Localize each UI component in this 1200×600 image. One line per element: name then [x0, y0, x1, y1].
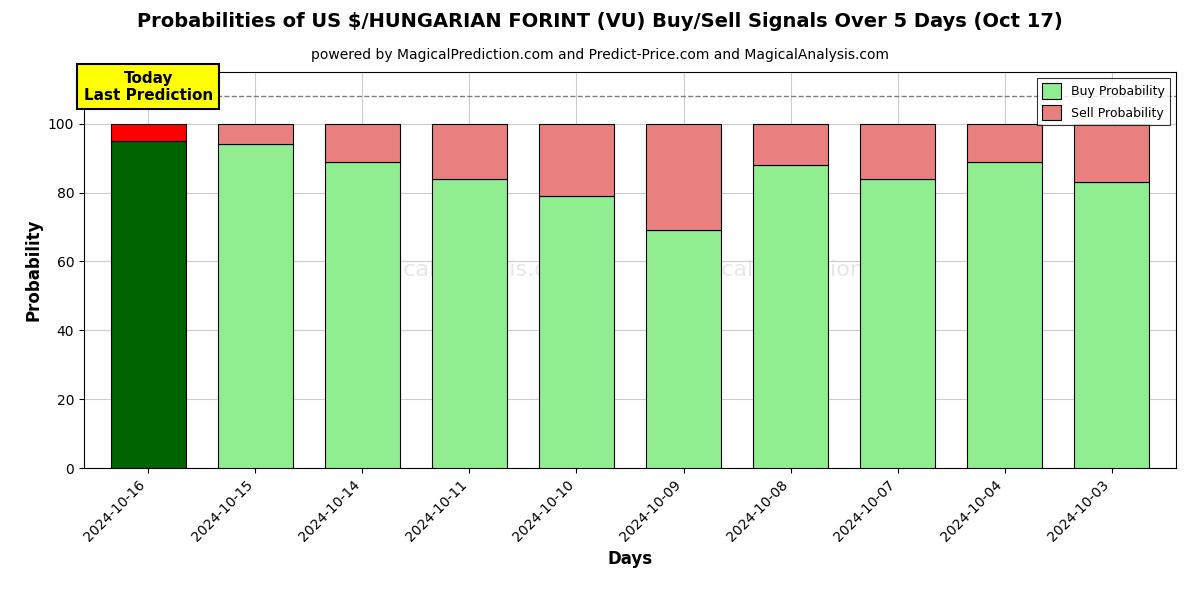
Bar	[432, 124, 506, 179]
Bar	[539, 196, 614, 468]
Bar	[967, 124, 1042, 161]
Bar	[218, 124, 293, 145]
Bar	[1074, 182, 1150, 468]
Bar	[860, 124, 935, 179]
Bar	[754, 165, 828, 468]
Bar	[325, 161, 400, 468]
Text: MagicalAnalysis.com: MagicalAnalysis.com	[350, 260, 582, 280]
Y-axis label: Probability: Probability	[24, 219, 42, 321]
Legend: Buy Probability, Sell Probability: Buy Probability, Sell Probability	[1037, 78, 1170, 125]
Bar	[754, 124, 828, 165]
Bar	[218, 145, 293, 468]
Text: powered by MagicalPrediction.com and Predict-Price.com and MagicalAnalysis.com: powered by MagicalPrediction.com and Pre…	[311, 48, 889, 62]
Text: Probabilities of US $/HUNGARIAN FORINT (VU) Buy/Sell Signals Over 5 Days (Oct 17: Probabilities of US $/HUNGARIAN FORINT (…	[137, 12, 1063, 31]
Bar	[967, 161, 1042, 468]
Bar	[110, 141, 186, 468]
Bar	[860, 179, 935, 468]
Bar	[432, 179, 506, 468]
X-axis label: Days: Days	[607, 550, 653, 568]
Bar	[646, 124, 721, 230]
Bar	[110, 124, 186, 141]
Text: MagicalPrediction.com: MagicalPrediction.com	[668, 260, 919, 280]
Text: Today
Last Prediction: Today Last Prediction	[84, 71, 212, 103]
Bar	[1074, 124, 1150, 182]
Bar	[539, 124, 614, 196]
Bar	[646, 230, 721, 468]
Bar	[325, 124, 400, 161]
